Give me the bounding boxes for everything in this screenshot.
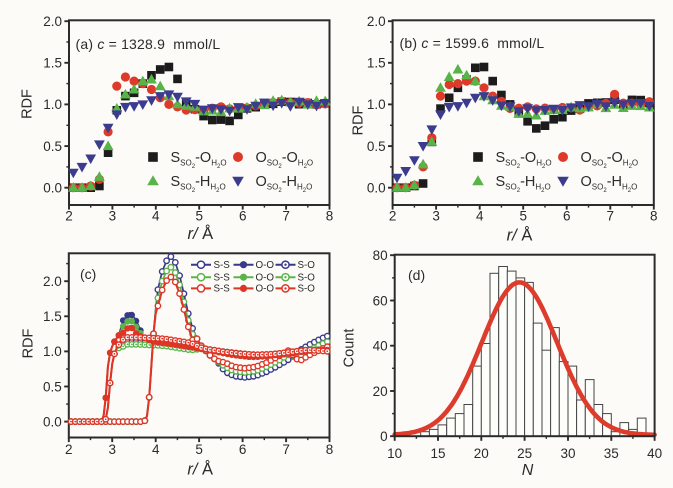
svg-text:8: 8 [326, 209, 334, 224]
svg-text:80: 80 [373, 248, 388, 263]
svg-text:RDF: RDF [351, 105, 367, 135]
svg-text:4: 4 [152, 442, 160, 457]
svg-text:5: 5 [519, 209, 527, 224]
svg-text:3: 3 [109, 209, 117, 224]
svg-text:0.0: 0.0 [43, 414, 62, 429]
svg-text:S-S: S-S [214, 260, 231, 271]
svg-text:5: 5 [195, 209, 203, 224]
svg-text:RDF: RDF [21, 328, 37, 358]
svg-text:3: 3 [108, 442, 116, 457]
svg-text:(c): (c) [80, 266, 96, 282]
svg-text:RDF: RDF [20, 89, 36, 119]
svg-text:S-S: S-S [214, 284, 231, 295]
svg-text:4: 4 [152, 209, 160, 224]
svg-text:S-O: S-O [298, 260, 316, 271]
svg-text:1.5: 1.5 [367, 56, 386, 71]
svg-text:10: 10 [387, 446, 402, 461]
svg-text:8: 8 [326, 442, 334, 457]
svg-text:6: 6 [239, 442, 247, 457]
svg-text:N: N [522, 462, 534, 479]
svg-text:1.5: 1.5 [43, 309, 62, 324]
svg-text:(a) c = 1328.9 mmol/L: (a) c = 1328.9 mmol/L [76, 36, 221, 52]
svg-text:35: 35 [604, 446, 619, 461]
svg-text:Count: Count [342, 329, 358, 368]
svg-text:O-O: O-O [256, 284, 275, 295]
svg-text:4: 4 [476, 209, 484, 224]
svg-text:2.0: 2.0 [43, 14, 62, 29]
svg-text:(d): (d) [408, 267, 425, 283]
svg-text:20: 20 [474, 446, 489, 461]
svg-text:15: 15 [430, 446, 445, 461]
svg-text:1.0: 1.0 [367, 97, 386, 112]
svg-text:7: 7 [607, 209, 615, 224]
svg-text:40: 40 [373, 339, 388, 354]
svg-text:O-O: O-O [256, 273, 275, 284]
svg-text:25: 25 [517, 446, 532, 461]
svg-text:S-O: S-O [298, 273, 316, 284]
svg-text:2: 2 [65, 209, 73, 224]
svg-text:r/ Å: r/ Å [187, 460, 213, 479]
svg-text:30: 30 [560, 446, 575, 461]
svg-text:8: 8 [650, 209, 658, 224]
svg-text:0.0: 0.0 [43, 181, 62, 196]
svg-text:60: 60 [373, 293, 388, 308]
svg-text:2: 2 [389, 209, 397, 224]
svg-text:7: 7 [282, 209, 290, 224]
svg-text:5: 5 [195, 442, 203, 457]
svg-text:2.0: 2.0 [367, 14, 386, 29]
svg-text:6: 6 [563, 209, 571, 224]
svg-text:(b) c = 1599.6 mmol/L: (b) c = 1599.6 mmol/L [400, 35, 545, 51]
svg-text:r/ Å: r/ Å [507, 226, 533, 245]
svg-text:S-O: S-O [298, 284, 316, 295]
svg-text:r/ Å: r/ Å [187, 224, 213, 243]
svg-text:6: 6 [239, 209, 247, 224]
svg-text:S-S: S-S [214, 273, 231, 284]
svg-text:3: 3 [432, 209, 440, 224]
svg-text:0.5: 0.5 [367, 139, 386, 154]
svg-text:1.0: 1.0 [43, 344, 62, 359]
svg-text:O-O: O-O [256, 260, 275, 271]
svg-text:0.0: 0.0 [367, 181, 386, 196]
svg-text:1.5: 1.5 [43, 56, 62, 71]
svg-text:2.0: 2.0 [43, 274, 62, 289]
svg-text:7: 7 [282, 442, 290, 457]
svg-text:0.5: 0.5 [43, 379, 62, 394]
svg-text:1.0: 1.0 [43, 97, 62, 112]
svg-text:20: 20 [373, 384, 388, 399]
svg-text:2: 2 [65, 442, 73, 457]
svg-text:0: 0 [380, 429, 388, 444]
svg-text:40: 40 [647, 446, 662, 461]
svg-text:0.5: 0.5 [43, 139, 62, 154]
